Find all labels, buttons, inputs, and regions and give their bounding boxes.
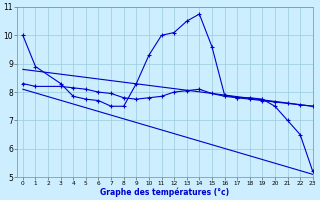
- X-axis label: Graphe des températures (°c): Graphe des températures (°c): [100, 187, 229, 197]
